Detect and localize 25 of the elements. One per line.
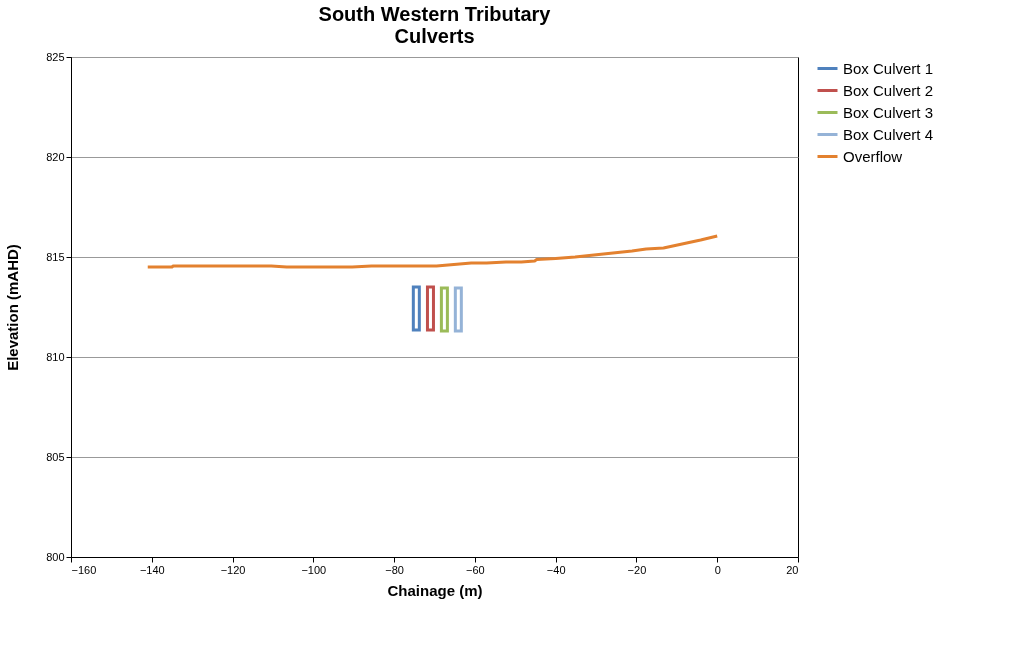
x-axis-title: Chainage (m): [387, 581, 483, 599]
x-tick-label: −20: [627, 563, 647, 576]
y-axis-title: Elevation (mAHD): [4, 244, 22, 371]
y-tick-label: 805: [46, 450, 65, 463]
y-tick-label: 800: [46, 550, 65, 563]
line-series: [146, 234, 719, 269]
legend-label: Box Culvert 2: [843, 81, 934, 99]
y-tick-label: 810: [46, 350, 65, 363]
x-tick-label: 20: [786, 563, 799, 576]
x-tick-label: −80: [385, 563, 404, 576]
x-tick-label: −100: [301, 563, 327, 576]
x-tick-label: 0: [714, 563, 721, 576]
x-tick-label: −160: [71, 563, 97, 576]
legend-label: Box Culvert 3: [843, 103, 934, 121]
x-tick-label: −40: [546, 563, 566, 576]
legend-label: Box Culvert 4: [843, 125, 934, 143]
x-tick-label: −140: [139, 563, 165, 576]
y-tick-label: 825: [46, 50, 65, 63]
x-tick-label: −60: [466, 563, 485, 576]
y-tick-label: 815: [46, 250, 65, 263]
chart-title: South Western Tributary Culverts: [318, 3, 552, 47]
legend-label: Overflow: [843, 147, 903, 165]
x-tick-label: −120: [220, 563, 246, 576]
legend-label: Box Culvert 1: [843, 59, 934, 77]
y-tick-label: 820: [46, 150, 65, 163]
